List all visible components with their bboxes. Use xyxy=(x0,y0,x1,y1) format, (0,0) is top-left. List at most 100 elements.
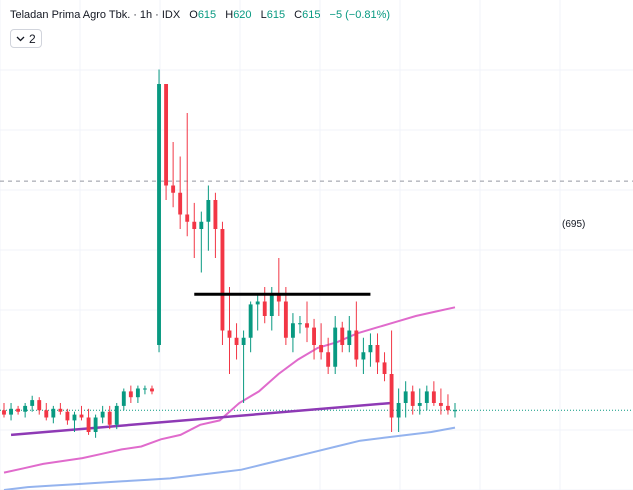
indicator-count: 2 xyxy=(29,31,36,46)
candle-body xyxy=(128,391,133,398)
high-value: 620 xyxy=(233,9,252,21)
candle-body xyxy=(164,84,169,186)
candle-body xyxy=(37,400,42,411)
candle-body xyxy=(340,327,345,345)
candle[interactable] xyxy=(375,333,380,374)
candle[interactable] xyxy=(23,403,28,418)
candle[interactable] xyxy=(319,323,324,360)
candle[interactable] xyxy=(121,388,126,411)
candle[interactable] xyxy=(326,337,331,374)
candle[interactable] xyxy=(2,403,6,418)
candle[interactable] xyxy=(135,385,140,403)
candle[interactable] xyxy=(206,185,211,251)
candle[interactable] xyxy=(305,301,309,343)
candle[interactable] xyxy=(248,301,253,353)
candle[interactable] xyxy=(58,403,63,415)
candle[interactable] xyxy=(107,405,112,430)
candle[interactable] xyxy=(354,301,359,367)
candle[interactable] xyxy=(86,408,91,435)
candle[interactable] xyxy=(220,221,225,345)
candle[interactable] xyxy=(150,385,154,395)
candle[interactable] xyxy=(44,403,49,421)
open-key: O xyxy=(189,9,198,21)
candle-body xyxy=(142,388,147,390)
candle[interactable] xyxy=(93,414,98,438)
candle[interactable] xyxy=(453,403,457,418)
candle[interactable] xyxy=(283,287,288,345)
candle[interactable] xyxy=(424,385,429,411)
symbol-name[interactable]: Teladan Prima Agro Tbk. xyxy=(10,9,131,21)
candle[interactable] xyxy=(298,316,302,334)
candle-body xyxy=(157,84,161,345)
candle-body xyxy=(333,327,338,367)
candle[interactable] xyxy=(157,69,161,353)
chevron-down-icon xyxy=(16,36,25,41)
candle-body xyxy=(44,410,49,418)
candle[interactable] xyxy=(382,352,387,382)
candle[interactable] xyxy=(199,211,204,273)
candle-body xyxy=(30,400,35,406)
candle[interactable] xyxy=(396,388,401,433)
candle-body xyxy=(79,414,84,418)
candle-body xyxy=(326,352,331,367)
candle[interactable] xyxy=(51,405,56,424)
candle[interactable] xyxy=(290,313,295,353)
candle[interactable] xyxy=(312,318,317,360)
candle[interactable] xyxy=(37,397,42,415)
candle[interactable] xyxy=(30,395,35,412)
candle[interactable] xyxy=(347,316,352,353)
candle[interactable] xyxy=(114,403,119,430)
candle[interactable] xyxy=(410,385,415,415)
candle[interactable] xyxy=(389,330,394,433)
legend-separator: · xyxy=(155,9,159,21)
candle[interactable] xyxy=(368,333,373,367)
change-value: −5 (−0.81%) xyxy=(329,9,391,21)
candlestick-series[interactable] xyxy=(2,69,457,438)
candle[interactable] xyxy=(333,316,338,374)
candle-body xyxy=(100,411,105,418)
candle[interactable] xyxy=(65,408,70,425)
candle-body xyxy=(368,345,373,353)
candle[interactable] xyxy=(164,84,169,200)
candle[interactable] xyxy=(234,323,239,360)
candle[interactable] xyxy=(431,381,436,406)
candle[interactable] xyxy=(185,113,190,237)
candle[interactable] xyxy=(72,411,77,432)
candle-body xyxy=(312,327,317,345)
candle[interactable] xyxy=(227,287,232,374)
candle[interactable] xyxy=(16,405,21,415)
interval-label[interactable]: 1h xyxy=(139,9,153,21)
indicators-toggle-button[interactable]: 2 xyxy=(10,29,42,48)
slow-moving-average-line[interactable] xyxy=(3,426,456,490)
candle[interactable] xyxy=(79,405,84,421)
candle[interactable] xyxy=(446,394,450,415)
close-key: C xyxy=(294,9,303,21)
candle[interactable] xyxy=(192,202,197,258)
candle[interactable] xyxy=(403,381,408,418)
candle[interactable] xyxy=(241,330,246,404)
candle-body xyxy=(410,391,415,406)
candle[interactable] xyxy=(142,385,147,395)
candle[interactable] xyxy=(213,192,218,258)
candle[interactable] xyxy=(276,258,281,316)
candle-body xyxy=(276,294,281,302)
candle-body xyxy=(438,403,443,406)
candle[interactable] xyxy=(255,294,260,331)
candle[interactable] xyxy=(100,405,105,424)
candle[interactable] xyxy=(340,321,345,353)
candle[interactable] xyxy=(9,403,13,421)
candle[interactable] xyxy=(178,156,183,230)
candle[interactable] xyxy=(361,337,366,374)
fast-moving-average-line[interactable] xyxy=(3,306,456,474)
candle[interactable] xyxy=(438,388,443,415)
candle[interactable] xyxy=(417,388,422,415)
candle[interactable] xyxy=(262,287,267,324)
candle-body xyxy=(2,410,6,415)
legend-separator: · xyxy=(133,9,137,21)
exchange-label: IDX xyxy=(161,9,181,21)
candle[interactable] xyxy=(171,142,176,208)
candle[interactable] xyxy=(128,385,133,403)
candle-body xyxy=(114,405,119,425)
